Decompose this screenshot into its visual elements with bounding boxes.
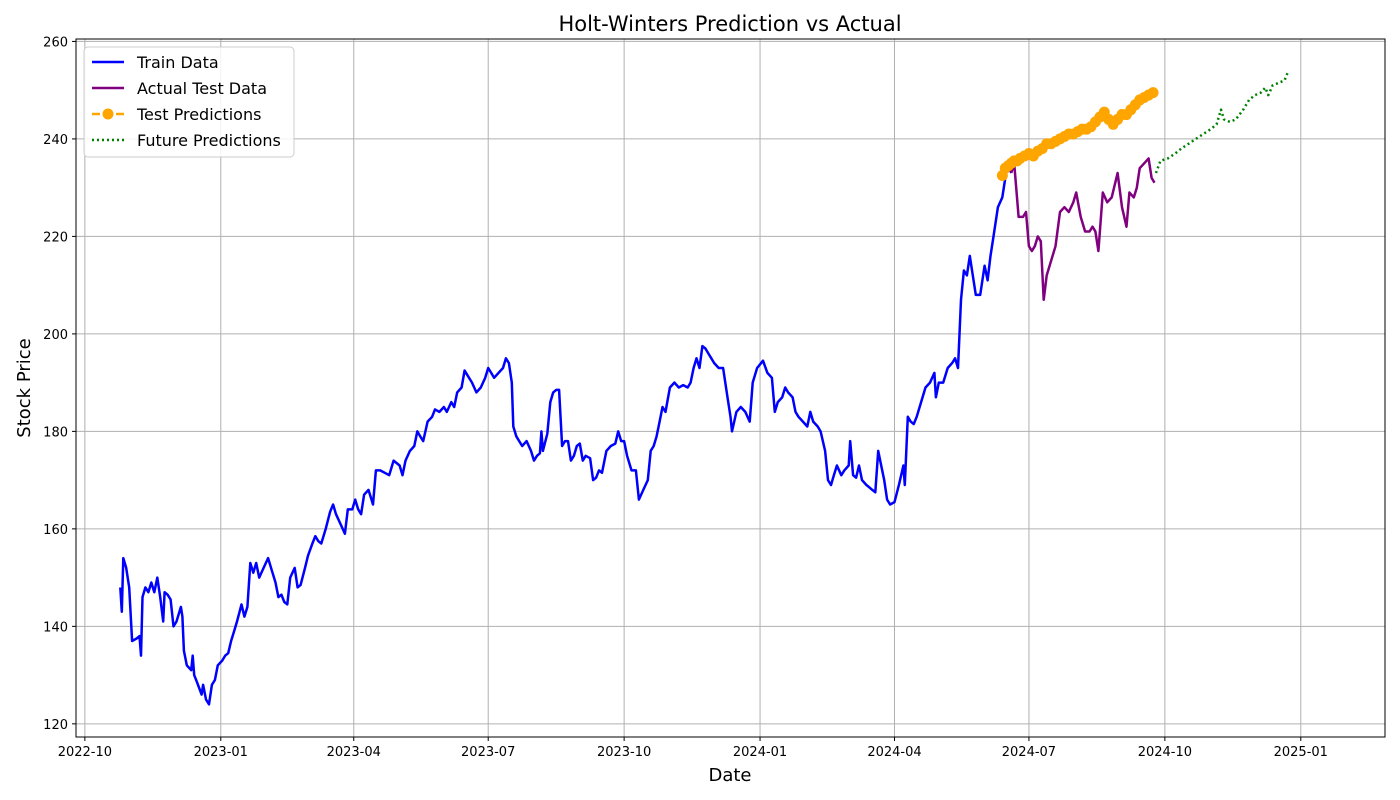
actual-test-data-line <box>1010 157 1156 302</box>
x-tick-label: 2025-01 <box>1274 745 1328 760</box>
legend: Train Data Actual Test Data Test Predictio… <box>83 46 295 158</box>
y-tick-label: 220 <box>43 230 68 245</box>
legend-label-train-data: Train Data <box>136 53 219 72</box>
legend-label-test-predictions: Test Predictions <box>136 105 261 124</box>
x-tick-label: 2024-01 <box>733 745 787 760</box>
legend-marker-test-predictions <box>102 108 114 120</box>
ticks: 2022-10 2023-01 2023-04 2023-07 2023-10 2024-… <box>43 35 1328 760</box>
chart-title: Holt-Winters Prediction vs Actual <box>558 12 901 36</box>
y-tick-label: 160 <box>43 523 68 538</box>
y-tick-label: 140 <box>43 620 68 635</box>
y-tick-label: 240 <box>43 133 68 148</box>
y-tick-label: 260 <box>43 35 68 50</box>
future-predictions-line <box>1154 72 1289 174</box>
legend-label-future-predictions: Future Predictions <box>137 131 281 150</box>
train-data-line <box>119 162 1013 706</box>
y-tick-label: 200 <box>43 328 68 343</box>
x-tick-label: 2024-10 <box>1138 745 1192 760</box>
test-predictions-marker <box>1147 87 1159 99</box>
legend-label-actual-test-data: Actual Test Data <box>137 79 267 98</box>
x-tick-label: 2024-04 <box>867 745 921 760</box>
legend-box <box>83 46 295 158</box>
series-layer <box>119 72 1289 706</box>
x-tick-label: 2023-07 <box>461 745 515 760</box>
plot-frame <box>75 38 1386 738</box>
x-axis-label: Date <box>708 765 751 786</box>
x-tick-label: 2023-10 <box>597 745 651 760</box>
x-tick-label: 2022-10 <box>58 745 112 760</box>
y-axis-label: Stock Price <box>14 338 35 437</box>
x-tick-label: 2023-04 <box>327 745 381 760</box>
x-tick-label: 2024-07 <box>1002 745 1056 760</box>
y-tick-label: 180 <box>43 425 68 440</box>
x-tick-label: 2023-01 <box>194 745 248 760</box>
y-tick-label: 120 <box>43 718 68 733</box>
